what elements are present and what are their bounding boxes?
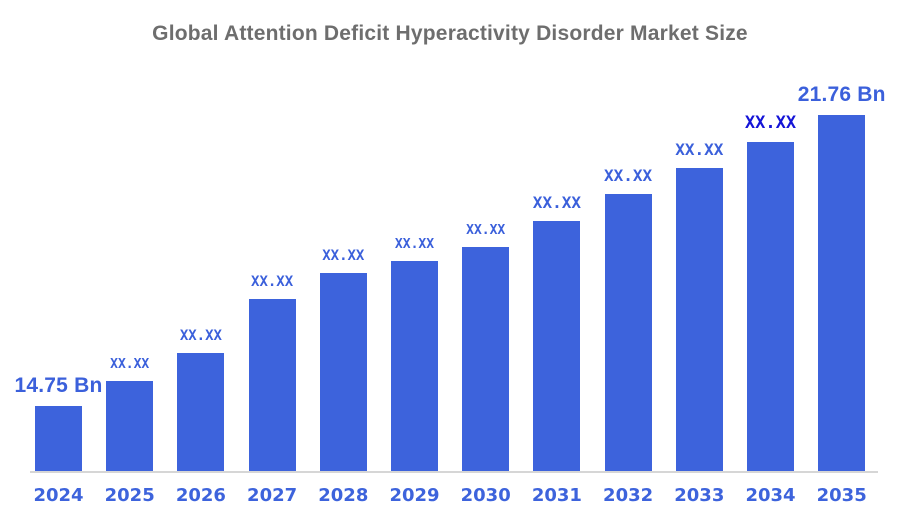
bar-2035 (818, 115, 866, 472)
bar-value-label-2031: XX.XX (532, 193, 581, 212)
x-tick-label-2032: 2032 (603, 485, 654, 506)
bar-2033 (675, 168, 723, 472)
bar-value-label-2033: XX.XX (675, 140, 724, 159)
bar-value-label-2035: 21.76 Bn (797, 83, 886, 106)
x-tick-label-2024: 2024 (33, 485, 84, 506)
bar-value-label-2034: XX.XX (744, 113, 797, 133)
bar-2031 (533, 221, 581, 472)
x-tick-label-2025: 2025 (104, 485, 155, 506)
bar-value-label-2028: XX.XX (322, 248, 365, 264)
x-tick-label-2026: 2026 (175, 485, 226, 506)
bar-2028 (319, 273, 367, 472)
bar-value-label-2027: XX.XX (251, 274, 294, 290)
x-tick-label-2030: 2030 (460, 485, 511, 506)
bar-value-label-2030: XX.XX (466, 223, 506, 238)
bar-2025 (106, 381, 154, 472)
bar-value-label-2026: XX.XX (179, 328, 222, 344)
bar-value-label-2024: 14.75 Bn (14, 374, 103, 397)
bar-2029 (391, 261, 438, 472)
bar-2024 (35, 406, 82, 472)
bar-2034 (747, 142, 794, 472)
x-tick-label-2029: 2029 (389, 485, 440, 506)
x-tick-label-2031: 2031 (531, 485, 582, 506)
bar-2032 (604, 194, 652, 472)
x-tick-label-2035: 2035 (816, 485, 867, 506)
x-tick-label-2034: 2034 (745, 485, 796, 506)
bar-2027 (248, 299, 296, 472)
bar-2030 (462, 247, 510, 472)
bar-value-label-2032: XX.XX (604, 166, 653, 185)
bar-2026 (177, 353, 225, 472)
x-tick-label-2033: 2033 (674, 485, 725, 506)
chart-title: Global Attention Deficit Hyperactivity D… (152, 22, 748, 45)
x-tick-label-2027: 2027 (247, 485, 298, 506)
x-axis-line (30, 471, 878, 473)
bar-value-label-2029: XX.XX (394, 237, 435, 252)
bar-value-label-2025: XX.XX (110, 357, 150, 372)
x-tick-label-2028: 2028 (318, 485, 369, 506)
